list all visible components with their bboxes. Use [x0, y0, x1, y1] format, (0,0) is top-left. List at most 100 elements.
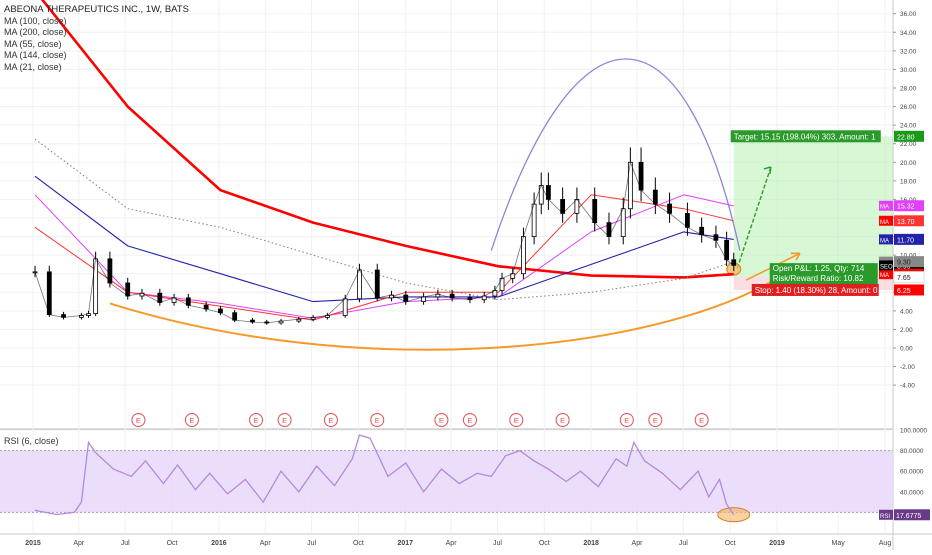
legend-item-ma55[interactable]: MA (55, close) [4, 38, 62, 49]
series-tag-label: MA [880, 220, 889, 226]
candle-body [652, 189, 658, 205]
earnings-marker-label: E [560, 416, 565, 425]
price-label-text: 13.70 [897, 219, 915, 226]
earnings-marker[interactable] [462, 413, 477, 427]
price-label-ma-100-close-: 15.32 [894, 200, 924, 212]
price-label-text: 9.30 [897, 260, 911, 267]
time-tick-label: Jul [121, 540, 130, 547]
legend-item-ma200[interactable]: MA (200, close) [4, 27, 67, 37]
earnings-marker[interactable] [509, 413, 524, 427]
open-pl-label: Open P&L: 1.25, Qty: 714 [773, 264, 865, 273]
price-label-text: 7.65 [897, 275, 911, 282]
earnings-marker[interactable] [323, 413, 338, 427]
price-tick-label: 22.00 [900, 141, 917, 148]
profit-zone [733, 136, 893, 277]
time-tick-label: Oct [725, 540, 736, 547]
price-candles [32, 147, 737, 325]
time-tick-label: Jul [307, 540, 316, 547]
earnings-marker-label: E [254, 416, 259, 425]
price-label-ma-55-close-: 11.70 [894, 233, 924, 245]
price-tick-label: -2.00 [900, 364, 915, 371]
earnings-marker[interactable] [694, 413, 709, 427]
price-label-target: 22.80 [894, 130, 924, 142]
earnings-marker-label: E [189, 416, 194, 425]
price-label-box [894, 200, 924, 212]
time-tick-label: 2018 [583, 540, 599, 547]
earnings-marker[interactable] [434, 413, 449, 427]
target-label-group: Target: 15.15 (198.04%) 303, Amount: 1 [730, 130, 881, 143]
time-tick-label: 2015 [25, 540, 41, 547]
earnings-marker-label: E [624, 416, 629, 425]
rsi-line [34, 434, 735, 516]
price-tick-label: 34.00 [900, 30, 917, 37]
legend-item-ma21[interactable]: MA (21, close) [4, 61, 62, 72]
series-line-ma-144-close- [34, 138, 734, 301]
price-tick-label: 0.00 [900, 346, 913, 353]
rsi-tick-label: 80.0000 [900, 448, 924, 455]
stop-label-group: Stop: 1.40 (18.30%) 28, Amount: 0 [751, 283, 879, 296]
price-label-box [893, 271, 925, 283]
time-tick-label: Apr [260, 540, 272, 547]
candle-body [667, 203, 672, 214]
series-tag-label: MA [880, 273, 889, 279]
legend-item-ma100[interactable]: MA (100, close) [4, 15, 67, 26]
price-tick-label: 26.00 [900, 104, 917, 111]
risk-reward-label-group: Risk/Reward Ratio: 10.82 [769, 273, 878, 285]
open-pl-label-box [769, 263, 878, 275]
earnings-marker-label: E [328, 416, 333, 425]
series-tag-box [879, 234, 893, 245]
time-tick-label: Apr [73, 540, 85, 547]
price-label-box [894, 130, 924, 142]
price-label-entry: 7.65 [893, 271, 925, 283]
time-tick-label: Oct [353, 540, 364, 547]
earnings-marker[interactable] [249, 413, 264, 427]
candle-body [107, 258, 113, 284]
arc-drawing [490, 58, 741, 251]
earnings-marker[interactable] [277, 413, 292, 427]
chart-legend: ABEONA THERAPEUTICS INC., 1W, BATS MA (1… [4, 4, 189, 73]
price-label-text: 22.80 [897, 134, 915, 141]
series-tag-label: SEO [880, 264, 893, 270]
earnings-marker[interactable] [619, 413, 634, 427]
legend-item-ma144[interactable]: MA (144, close) [4, 50, 67, 60]
target-label-box [730, 130, 881, 143]
earnings-marker[interactable] [648, 413, 663, 427]
earnings-marker[interactable] [555, 413, 570, 427]
earnings-marker[interactable] [370, 413, 385, 427]
earnings-marker-label: E [467, 416, 472, 425]
time-tick-label: 2019 [769, 540, 785, 547]
orange-arrowhead [790, 252, 801, 261]
earnings-marker[interactable] [131, 413, 146, 427]
green-arrowhead [763, 166, 772, 175]
rsi-title[interactable]: RSI (6, close) [4, 436, 59, 446]
earnings-marker[interactable] [184, 413, 199, 427]
rsi-value-box [894, 509, 930, 521]
price-tick-label: 18.00 [900, 178, 917, 185]
stop-label: Stop: 1.40 (18.30%) 28, Amount: 0 [755, 286, 878, 295]
candle-body [685, 212, 690, 228]
price-label-text: 11.70 [897, 237, 914, 244]
drawings[interactable] [109, 58, 801, 523]
price-label-text: 6.25 [897, 288, 911, 295]
stop-label-box [751, 283, 879, 296]
series-tag-box [879, 215, 893, 226]
price-tick-label: 36.00 [900, 11, 917, 18]
series-tag-box [879, 260, 893, 271]
rsi-overbought-oversold-band [0, 450, 893, 513]
price-label-stop: 6.25 [894, 284, 924, 296]
time-tick-label: Oct [539, 540, 550, 547]
open-pl-label-group: Open P&L: 1.25, Qty: 714 [769, 263, 878, 275]
rsi-value-label: 17.6775 [896, 513, 921, 520]
candle-body [592, 199, 598, 224]
price-close-line [34, 160, 734, 324]
price-label-box [894, 256, 924, 268]
candle-body [731, 259, 737, 266]
price-label-box [894, 215, 924, 227]
earnings-marker-label: E [514, 416, 519, 425]
candle-body [46, 271, 52, 315]
earnings-marker-label: E [653, 416, 658, 425]
price-tick-label: 32.00 [900, 48, 917, 55]
